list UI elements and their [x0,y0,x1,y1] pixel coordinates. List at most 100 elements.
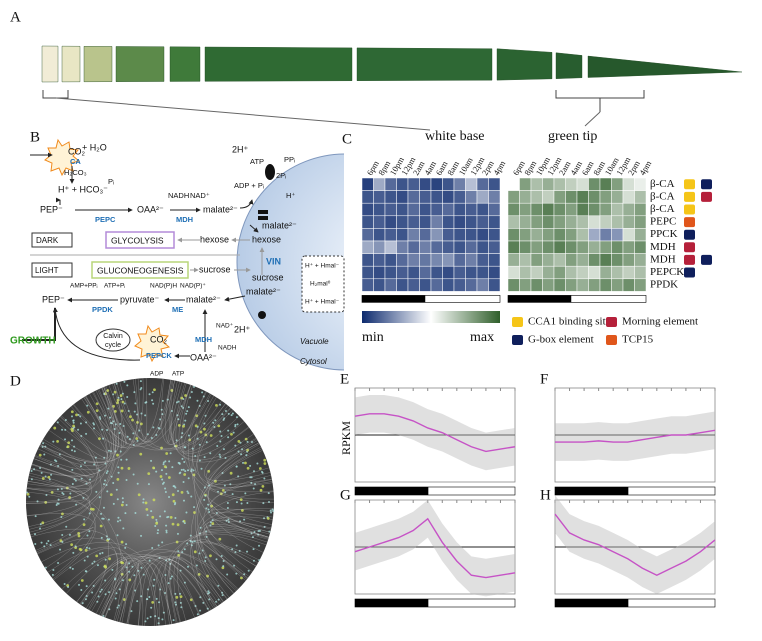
network-node [122,527,125,530]
scale-max: max [470,330,494,345]
pathway-label: + H₂O [82,142,107,152]
network-node [144,501,148,505]
day-bar [554,486,716,496]
heat-cell [507,228,520,242]
base-label: white base [425,129,484,144]
network-node [56,439,59,443]
heat-cell [361,278,374,292]
network-node [98,496,101,499]
network-node [95,409,99,413]
heat-cell [442,228,455,242]
network-node [92,422,95,425]
heat-cell [488,190,501,204]
heat-cell [465,253,478,267]
heat-cell [384,278,397,292]
heat-cell [430,240,443,254]
heat-cell [361,253,374,267]
network-edge [33,438,95,477]
heat-cell [553,215,566,229]
network-node [140,566,143,569]
heat-cell [588,278,601,292]
network-node [193,506,196,509]
heat-cell [565,253,578,267]
network-edge [204,426,271,481]
network-node [79,422,82,425]
network-node [221,594,224,597]
network-node [175,595,179,599]
network-node [61,533,64,536]
heat-cell [419,190,432,204]
network-edge [84,379,172,446]
network-node [100,536,103,539]
heat-cell [384,215,397,229]
network-node [200,467,203,470]
network-node [234,423,237,426]
network-node [182,481,185,484]
network-node [237,439,241,443]
network-node [82,496,85,499]
network-node [40,471,43,474]
heat-cell [407,228,420,242]
heat-cell [419,253,432,267]
network-node [161,541,164,544]
network-node [244,492,247,495]
pathway-label: 2H⁺ [232,144,249,154]
network-node [258,467,262,470]
network-node [207,508,210,511]
network-node [136,600,139,603]
network-node [100,588,103,591]
network-node [206,574,209,578]
network-node [187,477,190,480]
leaf-segment [356,47,493,81]
network-node [196,399,199,402]
network-node [78,583,81,586]
network-node [82,523,86,527]
heat-cell [611,278,624,292]
network-node [148,595,151,598]
heat-cell [542,202,555,217]
heat-cell [465,278,478,292]
network-node [232,431,235,434]
network-node [256,462,259,465]
network-node [119,394,123,397]
network-node [149,615,152,618]
network-node [254,483,257,486]
network-node [179,592,182,595]
network-node [38,453,42,457]
network-node [145,507,149,511]
network-node [252,548,255,551]
gene-label: PEPC [650,216,676,228]
heat-cell [442,240,455,254]
network-node [101,551,104,554]
network-node [234,444,237,447]
heat-cell [507,215,520,229]
network-node [56,488,59,491]
network-node [134,402,137,405]
box [91,261,189,279]
panel-label: D [10,373,21,389]
network-node [157,544,160,547]
network-node [100,512,103,515]
network-node [219,430,222,433]
pathway-label: GROWTH [10,336,56,347]
heat-cell [373,253,386,267]
pathway-label: hexose [200,234,229,244]
heat-cell [476,228,489,242]
network [25,378,275,626]
heat-cell [361,190,374,204]
mean-profile [554,513,716,576]
network-node [193,511,196,514]
network-node [181,457,184,460]
network-node [231,412,234,415]
network-node [136,482,139,485]
heat-cell [407,240,420,254]
heat-cell [384,177,397,191]
heat-cell [507,265,520,280]
network-node [104,558,107,561]
network-node [72,421,75,424]
network-node [184,419,187,422]
motif-marker [684,191,695,202]
network-node [165,529,168,532]
network-node [54,459,57,462]
heat-cell [530,253,543,267]
